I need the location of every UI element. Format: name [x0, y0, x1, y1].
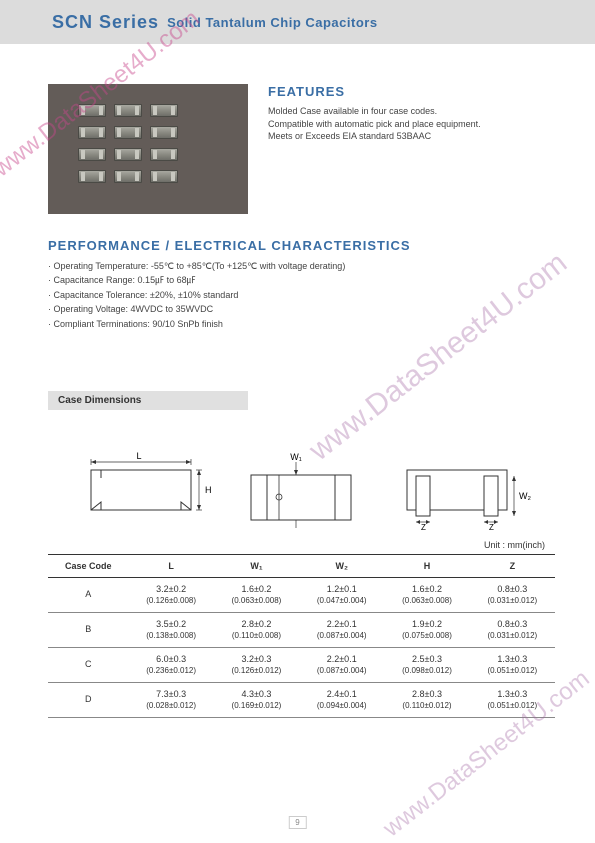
table-cell-code: A	[48, 577, 129, 612]
table-cell-code: C	[48, 648, 129, 683]
dim-label-L: L	[136, 451, 141, 461]
feature-line: Molded Case available in four case codes…	[268, 105, 555, 118]
table-cell: 1.9±0.2(0.075±0.008)	[384, 613, 469, 648]
content-area: FEATURES Molded Case available in four c…	[0, 44, 595, 718]
table-cell: 2.2±0.1(0.087±0.004)	[299, 648, 384, 683]
feature-line: Compatible with automatic pick and place…	[268, 118, 555, 131]
case-dimensions-label: Case Dimensions	[48, 391, 248, 410]
table-cell: 1.3±0.3(0.051±0.012)	[470, 683, 555, 718]
table-cell: 1.2±0.1(0.047±0.004)	[299, 577, 384, 612]
series-title: SCN Series	[52, 12, 159, 33]
table-cell: 3.5±0.2(0.138±0.008)	[129, 613, 214, 648]
dim-label-W1: W₁	[291, 452, 303, 462]
features-block: FEATURES Molded Case available in four c…	[268, 84, 555, 214]
dim-label-H: H	[205, 485, 211, 495]
table-cell: 3.2±0.3(0.126±0.012)	[214, 648, 299, 683]
dim-label-Z: Z	[489, 523, 494, 530]
header-bar: SCN Series Solid Tantalum Chip Capacitor…	[0, 0, 595, 44]
table-cell: 2.8±0.2(0.110±0.008)	[214, 613, 299, 648]
table-cell-code: D	[48, 683, 129, 718]
series-subtitle: Solid Tantalum Chip Capacitors	[167, 15, 378, 30]
table-header-row: Case Code L W₁ W₂ H Z	[48, 554, 555, 577]
table-row: D7.3±0.3(0.028±0.012)4.3±0.3(0.169±0.012…	[48, 683, 555, 718]
table-cell: 0.8±0.3(0.031±0.012)	[470, 577, 555, 612]
col-W1: W₁	[214, 554, 299, 577]
table-cell: 3.2±0.2(0.126±0.008)	[129, 577, 214, 612]
table-cell: 1.3±0.3(0.051±0.012)	[470, 648, 555, 683]
perf-item: Operating Temperature: -55℃ to +85℃(To +…	[48, 259, 555, 273]
features-heading: FEATURES	[268, 84, 555, 99]
performance-block: PERFORMANCE / ELECTRICAL CHARACTERISTICS…	[48, 238, 555, 331]
page-number: 9	[288, 816, 306, 829]
table-cell: 2.8±0.3(0.110±0.012)	[384, 683, 469, 718]
diagram-end-view: W₂ Z Z	[392, 450, 532, 530]
perf-item: Operating Voltage: 4WVDC to 35WVDC	[48, 302, 555, 316]
table-cell: 7.3±0.3(0.028±0.012)	[129, 683, 214, 718]
diagram-top-view: W₁	[236, 450, 366, 530]
table-row: B3.5±0.2(0.138±0.008)2.8±0.2(0.110±0.008…	[48, 613, 555, 648]
table-cell: 0.8±0.3(0.031±0.012)	[470, 613, 555, 648]
col-H: H	[384, 554, 469, 577]
col-W2: W₂	[299, 554, 384, 577]
perf-item: Capacitance Tolerance: ±20%, ±10% standa…	[48, 288, 555, 302]
perf-item: Capacitance Range: 0.15㎌ to 68㎌	[48, 273, 555, 287]
table-row: C6.0±0.3(0.236±0.012)3.2±0.3(0.126±0.012…	[48, 648, 555, 683]
diagram-side-view: L H	[71, 450, 211, 530]
table-cell: 2.5±0.3(0.098±0.012)	[384, 648, 469, 683]
product-features-row: FEATURES Molded Case available in four c…	[48, 84, 555, 214]
col-L: L	[129, 554, 214, 577]
table-cell: 1.6±0.2(0.063±0.008)	[384, 577, 469, 612]
table-cell-code: B	[48, 613, 129, 648]
table-cell: 2.4±0.1(0.094±0.004)	[299, 683, 384, 718]
features-text: Molded Case available in four case codes…	[268, 105, 555, 143]
dimensions-table: Case Code L W₁ W₂ H Z A3.2±0.2(0.126±0.0…	[48, 554, 555, 718]
col-case-code: Case Code	[48, 554, 129, 577]
col-Z: Z	[470, 554, 555, 577]
datasheet-page: SCN Series Solid Tantalum Chip Capacitor…	[0, 0, 595, 841]
perf-item: Compliant Terminations: 90/10 SnPb finis…	[48, 317, 555, 331]
dim-label-Z: Z	[421, 523, 426, 530]
table-cell: 6.0±0.3(0.236±0.012)	[129, 648, 214, 683]
unit-label: Unit : mm(inch)	[48, 540, 545, 550]
table-cell: 4.3±0.3(0.169±0.012)	[214, 683, 299, 718]
performance-heading: PERFORMANCE / ELECTRICAL CHARACTERISTICS	[48, 238, 555, 253]
table-cell: 1.6±0.2(0.063±0.008)	[214, 577, 299, 612]
table-cell: 2.2±0.1(0.087±0.004)	[299, 613, 384, 648]
feature-line: Meets or Exceeds EIA standard 53BAAC	[268, 130, 555, 143]
table-row: A3.2±0.2(0.126±0.008)1.6±0.2(0.063±0.008…	[48, 577, 555, 612]
performance-list: Operating Temperature: -55℃ to +85℃(To +…	[48, 259, 555, 331]
dim-label-W2: W₂	[519, 491, 531, 501]
product-photo	[48, 84, 248, 214]
dimension-diagrams: L H	[58, 440, 545, 530]
